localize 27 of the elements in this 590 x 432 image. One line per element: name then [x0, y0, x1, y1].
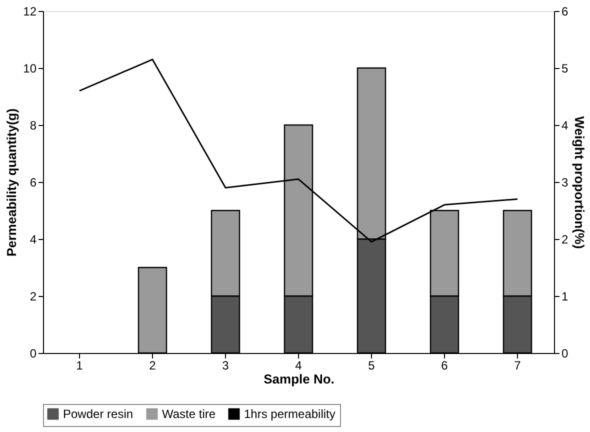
- y2-tick-label: 5: [562, 62, 568, 76]
- legend-label: 1hrs permeability: [244, 407, 336, 421]
- x-axis-title: Sample No.: [264, 372, 334, 386]
- y-tick-label: 4: [30, 232, 37, 246]
- y-tick-label: 2: [30, 290, 37, 304]
- y2-tick-label: 0: [562, 346, 568, 360]
- y2-axis-title: Weight proportion(%): [572, 116, 588, 249]
- y-tick-label: 6: [30, 176, 37, 190]
- y2-tick-label: 4: [562, 118, 568, 132]
- x-tick-label: 3: [222, 358, 230, 372]
- y-tick-label: 8: [30, 118, 37, 132]
- x-tick-label: 7: [514, 358, 522, 372]
- y2-tick-label: 6: [562, 4, 568, 18]
- legend-label: Powder resin: [63, 407, 134, 421]
- y2-tick-label: 3: [562, 176, 568, 190]
- y-axis-title: Permeability quantity(g): [4, 108, 20, 257]
- x-tick-label: 2: [149, 358, 156, 372]
- y2-tick-label: 2: [562, 232, 568, 246]
- y2-tick-label: 1: [562, 290, 568, 304]
- y-tick-label: 10: [23, 62, 37, 76]
- legend-label: Waste tire: [162, 407, 216, 421]
- x-tick-label: 1: [76, 358, 84, 372]
- y-tick-label: 0: [30, 346, 37, 360]
- y-tick-label: 12: [23, 4, 37, 18]
- x-tick-label: 4: [295, 358, 302, 372]
- x-tick-label: 5: [368, 358, 376, 372]
- x-tick-label: 6: [441, 358, 448, 372]
